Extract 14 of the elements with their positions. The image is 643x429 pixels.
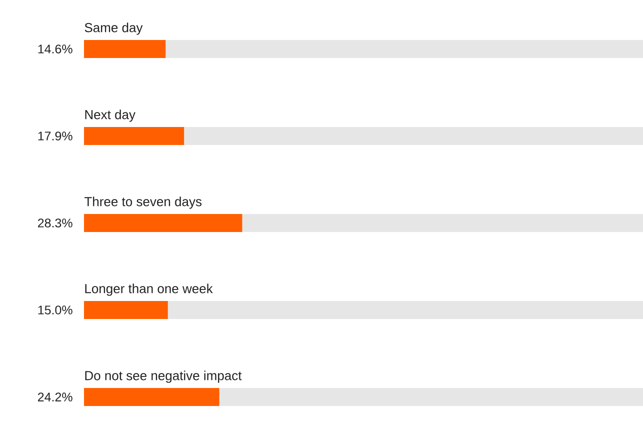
data-label: 24.2% <box>38 392 72 402</box>
bar <box>84 40 166 58</box>
data-label: 14.6% <box>38 44 72 54</box>
y-tick-label: Same day <box>84 22 143 35</box>
bar <box>84 388 220 406</box>
data-label: 28.3% <box>38 218 72 228</box>
bar <box>84 127 184 146</box>
data-label: 15.0% <box>38 306 72 314</box>
data-label: 17.9% <box>38 132 72 140</box>
y-tick-label: Next day <box>85 110 136 122</box>
bar <box>84 301 168 320</box>
y-tick-label: Three to seven days <box>84 196 202 209</box>
y-tick-label: Longer than one week <box>85 284 213 296</box>
y-tick-label: Do not see negative impact <box>85 370 242 383</box>
